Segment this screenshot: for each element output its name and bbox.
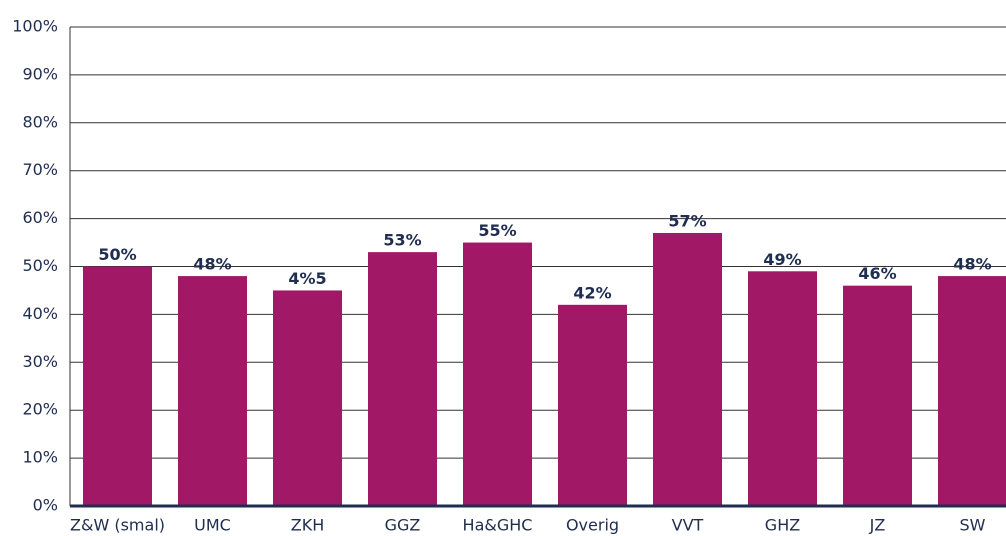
y-tick-label: 10% (22, 448, 58, 467)
data-label: 46% (858, 264, 896, 283)
x-tick-label: GHZ (765, 516, 800, 535)
x-tick-label: SW (960, 516, 986, 535)
x-tick-label: JZ (869, 516, 886, 535)
y-tick-label: 50% (22, 256, 58, 275)
x-tick-label: GGZ (385, 516, 421, 535)
bar (368, 252, 437, 506)
data-label: 48% (953, 255, 991, 274)
bar (653, 232, 722, 506)
y-tick-label: 90% (22, 64, 58, 83)
x-tick-label: VVT (672, 516, 704, 535)
x-tick-label: Overig (566, 516, 619, 535)
data-label: 48% (193, 255, 231, 274)
y-tick-label: 70% (22, 160, 58, 179)
bar (938, 276, 1006, 506)
bar (83, 266, 152, 506)
bar (843, 285, 912, 506)
data-label: 42% (573, 283, 611, 302)
data-label: 55% (478, 221, 516, 240)
data-label: 57% (668, 211, 706, 230)
data-label: 50% (98, 245, 136, 264)
bar (558, 304, 627, 506)
y-tick-label: 30% (22, 352, 58, 371)
x-tick-label: UMC (194, 516, 231, 535)
data-label: 49% (763, 250, 801, 269)
bar (748, 271, 817, 506)
x-tick-label: Z&W (smal) (70, 516, 165, 535)
y-tick-label: 100% (12, 17, 58, 36)
bar (463, 242, 532, 507)
y-tick-label: 20% (22, 400, 58, 419)
data-label: 53% (383, 231, 421, 250)
x-tick-label: ZKH (291, 516, 324, 535)
bar (273, 290, 342, 506)
y-tick-label: 40% (22, 304, 58, 323)
bar (178, 276, 247, 506)
data-label: 4%5 (288, 269, 326, 288)
y-tick-label: 60% (22, 208, 58, 227)
y-tick-label: 0% (33, 496, 58, 515)
x-tick-label: Ha&GHC (463, 516, 533, 535)
y-tick-label: 80% (22, 112, 58, 131)
